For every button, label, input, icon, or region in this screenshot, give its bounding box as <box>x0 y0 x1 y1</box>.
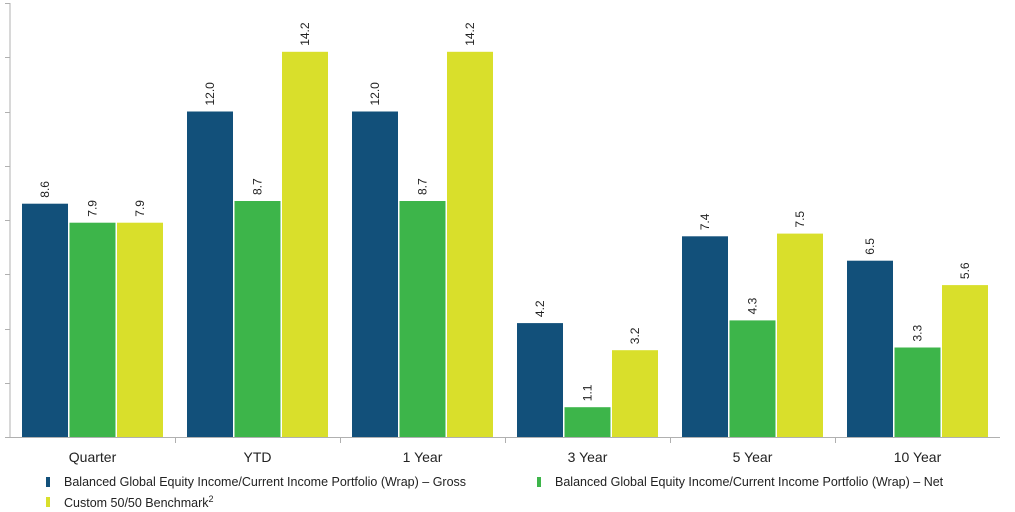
data-label: 7.9 <box>133 200 147 217</box>
bar <box>69 222 116 437</box>
data-label: 4.2 <box>533 300 547 317</box>
bar <box>117 222 163 437</box>
legend-item-net: Balanced Global Equity Income/Current In… <box>537 475 943 489</box>
data-label: 8.6 <box>38 181 52 198</box>
bar <box>187 111 233 437</box>
bar <box>517 323 563 437</box>
bar <box>942 285 988 437</box>
data-label: 8.7 <box>251 178 265 195</box>
legend-swatch-net <box>537 477 541 487</box>
legend-item-gross: Balanced Global Equity Income/Current In… <box>46 475 466 489</box>
bar <box>22 203 68 437</box>
x-tick-label: 1 Year <box>403 449 443 465</box>
bar <box>612 350 658 437</box>
data-label: 8.7 <box>416 178 430 195</box>
data-label: 6.5 <box>863 238 877 255</box>
data-label: 14.2 <box>298 22 312 46</box>
data-label: 4.3 <box>746 297 760 314</box>
bar <box>282 51 328 438</box>
x-tick-label: 3 Year <box>568 449 608 465</box>
legend-label-benchmark: Custom 50/50 Benchmark2 <box>64 494 214 510</box>
legend-swatch-benchmark <box>46 497 50 508</box>
legend-label-net: Balanced Global Equity Income/Current In… <box>555 475 944 489</box>
data-label: 7.5 <box>793 211 807 228</box>
bar <box>234 201 281 437</box>
bar <box>352 111 398 437</box>
bar <box>447 51 493 438</box>
x-tick-label: 10 Year <box>894 449 942 465</box>
legend-label-gross: Balanced Global Equity Income/Current In… <box>64 475 467 489</box>
data-label: 5.6 <box>958 262 972 279</box>
bar <box>729 320 776 437</box>
legend-swatch-gross <box>46 477 50 487</box>
data-label: 12.0 <box>203 82 217 106</box>
data-label: 12.0 <box>368 82 382 106</box>
data-label: 3.3 <box>911 324 925 341</box>
bar <box>777 233 823 437</box>
bar <box>847 260 893 437</box>
bar <box>682 236 728 437</box>
bar <box>894 347 941 437</box>
x-tick-label: Quarter <box>69 449 117 465</box>
data-label: 3.2 <box>628 327 642 344</box>
data-label: 14.2 <box>463 22 477 46</box>
bar <box>564 407 611 437</box>
bar <box>399 201 446 437</box>
bar-chart: 8.6 7.9 7.9 Quarter 12.0 8.7 14.2 YTD 12.0 8.7 14.… <box>5 3 1000 465</box>
legend-label-benchmark-text: Custom 50/50 Benchmark <box>64 496 209 511</box>
x-tick-label: YTD <box>244 449 272 465</box>
legend-footnote-marker: 2 <box>208 494 214 504</box>
data-label: 7.4 <box>698 213 712 230</box>
x-tick-label: 5 Year <box>733 449 773 465</box>
legend-item-benchmark: Custom 50/50 Benchmark2 <box>46 494 214 510</box>
data-label: 7.9 <box>86 200 100 217</box>
data-label: 1.1 <box>581 384 595 401</box>
